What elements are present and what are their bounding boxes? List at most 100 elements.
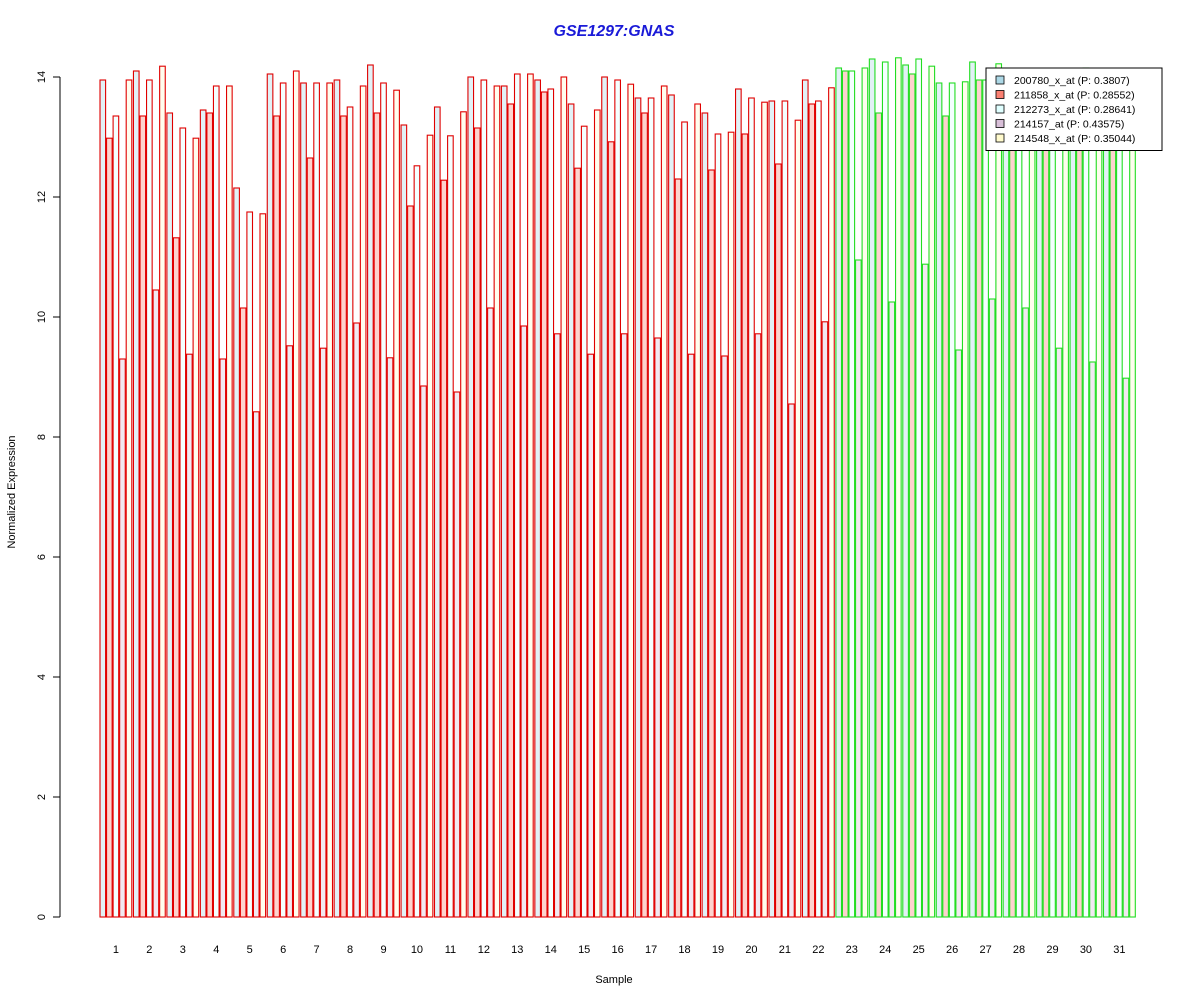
bar-sample-2-series-2 — [139, 115, 147, 918]
x-tick-label: 26 — [946, 944, 958, 956]
bar-sample-20-series-2 — [741, 133, 749, 918]
bar-sample-12-series-3 — [480, 79, 488, 918]
bar-sample-29-series-5 — [1062, 79, 1069, 918]
bar-sample-11-series-5 — [460, 111, 467, 918]
bar-sample-10-series-1 — [400, 124, 408, 918]
bar-sample-5-series-3 — [246, 211, 254, 918]
bar-sample-27-series-5 — [995, 63, 1003, 918]
bar-sample-16-series-2 — [607, 141, 615, 918]
bar-sample-6-series-4 — [286, 345, 294, 918]
x-tick-label: 25 — [913, 944, 925, 956]
bar-sample-3-series-2 — [172, 237, 180, 918]
bar-sample-14-series-5 — [560, 76, 568, 918]
bar-sample-7-series-2 — [306, 157, 314, 918]
bar-sample-28-series-4 — [1022, 307, 1029, 918]
bar-sample-7-series-3 — [313, 82, 320, 918]
bar-sample-16-series-3 — [614, 79, 621, 918]
bar-sample-8-series-4 — [353, 322, 360, 918]
bar-sample-3-series-1 — [166, 112, 174, 918]
bar-sample-12-series-1 — [467, 76, 475, 918]
bar-sample-27-series-2 — [975, 79, 983, 918]
bar-sample-11-series-1 — [433, 106, 441, 918]
y-tick-label: 2 — [36, 794, 48, 800]
bar-sample-19-series-4 — [721, 355, 728, 918]
bar-sample-14-series-2 — [540, 91, 548, 918]
x-tick-label: 5 — [247, 944, 253, 956]
bar-sample-4-series-2 — [206, 112, 214, 918]
x-axis: 1 2 3 4 5 6 7 8 9 10 11 12 13 14 15 16 17 18 19 20 21 22 23 24 2… — [113, 944, 1126, 956]
y-tick-label: 8 — [36, 434, 48, 440]
bar-sample-2-series-4 — [152, 289, 160, 918]
bar-sample-31-series-5 — [1129, 81, 1136, 918]
bar-sample-25-series-3 — [915, 58, 923, 918]
bar-sample-30-series-5 — [1095, 73, 1103, 918]
bar-sample-5-series-2 — [239, 307, 247, 918]
bar-sample-13-series-3 — [513, 73, 521, 918]
bar-sample-19-series-5 — [727, 131, 735, 918]
bar-sample-22-series-3 — [814, 100, 822, 918]
bar-sample-28-series-1 — [1002, 76, 1010, 918]
y-tick-label: 14 — [36, 71, 48, 83]
x-tick-label: 2 — [146, 944, 152, 956]
bar-sample-31-series-1 — [1102, 85, 1110, 918]
bar-sample-15-series-4 — [587, 353, 595, 918]
bar-sample-24-series-1 — [868, 58, 876, 918]
bar-sample-10-series-4 — [420, 385, 427, 918]
bar-sample-14-series-3 — [547, 88, 555, 918]
bar-sample-10-series-3 — [413, 165, 421, 918]
x-tick-label: 23 — [846, 944, 858, 956]
legend-swatch — [995, 119, 1005, 128]
bar-sample-1-series-5 — [125, 79, 133, 918]
bar-sample-18-series-3 — [681, 121, 688, 918]
bar-sample-20-series-1 — [734, 88, 742, 918]
bar-sample-20-series-3 — [748, 97, 755, 918]
bar-sample-8-series-1 — [333, 79, 341, 918]
bar-sample-6-series-2 — [273, 115, 280, 918]
bar-sample-22-series-4 — [821, 321, 829, 918]
bar-sample-1-series-4 — [119, 358, 126, 918]
bar-sample-14-series-4 — [553, 333, 561, 918]
x-tick-label: 6 — [280, 944, 286, 956]
bar-sample-21-series-1 — [768, 100, 776, 918]
bar-sample-25-series-2 — [908, 73, 916, 918]
bar-sample-9-series-4 — [386, 357, 394, 918]
y-axis-label: Normalized Expression — [6, 435, 18, 548]
bar-sample-23-series-2 — [841, 70, 849, 918]
bar-sample-23-series-3 — [848, 70, 856, 918]
bar-sample-17-series-3 — [647, 97, 655, 918]
bar-sample-13-series-4 — [520, 325, 528, 918]
x-tick-label: 22 — [812, 944, 824, 956]
bar-sample-17-series-4 — [654, 337, 661, 918]
y-tick-label: 6 — [36, 554, 48, 560]
x-tick-label: 17 — [645, 944, 657, 956]
bar-sample-31-series-3 — [1116, 79, 1123, 918]
x-tick-label: 31 — [1113, 944, 1125, 956]
y-axis: 0 2 4 6 8 10 12 14 — [36, 71, 61, 920]
bar-sample-15-series-5 — [593, 109, 601, 918]
legend-entry: 200780_x_at (P: 0.3807) — [1014, 75, 1130, 87]
bar-sample-23-series-4 — [854, 259, 862, 918]
bar-sample-13-series-2 — [507, 103, 515, 918]
bar-sample-2-series-5 — [159, 65, 166, 918]
x-tick-label: 18 — [678, 944, 690, 956]
bar-sample-6-series-5 — [292, 70, 300, 918]
bar-sample-13-series-1 — [500, 85, 508, 918]
bar-sample-29-series-4 — [1055, 347, 1063, 918]
bar-sample-31-series-4 — [1122, 377, 1130, 918]
bar-sample-29-series-1 — [1036, 82, 1043, 918]
bar-sample-2-series-1 — [132, 70, 140, 918]
x-tick-label: 12 — [478, 944, 490, 956]
x-tick-label: 20 — [745, 944, 757, 956]
bar-sample-24-series-4 — [888, 301, 896, 918]
bar-sample-26-series-2 — [942, 115, 949, 918]
x-tick-label: 30 — [1080, 944, 1092, 956]
x-tick-label: 15 — [578, 944, 590, 956]
bar-sample-4-series-3 — [212, 85, 220, 918]
bar-sample-15-series-3 — [580, 125, 588, 918]
bar-sample-5-series-5 — [259, 213, 267, 918]
bar-sample-23-series-5 — [861, 67, 869, 918]
legend-swatch — [995, 90, 1005, 99]
bar-sample-30-series-1 — [1069, 76, 1077, 918]
legend-swatch — [995, 133, 1005, 143]
bar-sample-18-series-4 — [687, 353, 695, 918]
